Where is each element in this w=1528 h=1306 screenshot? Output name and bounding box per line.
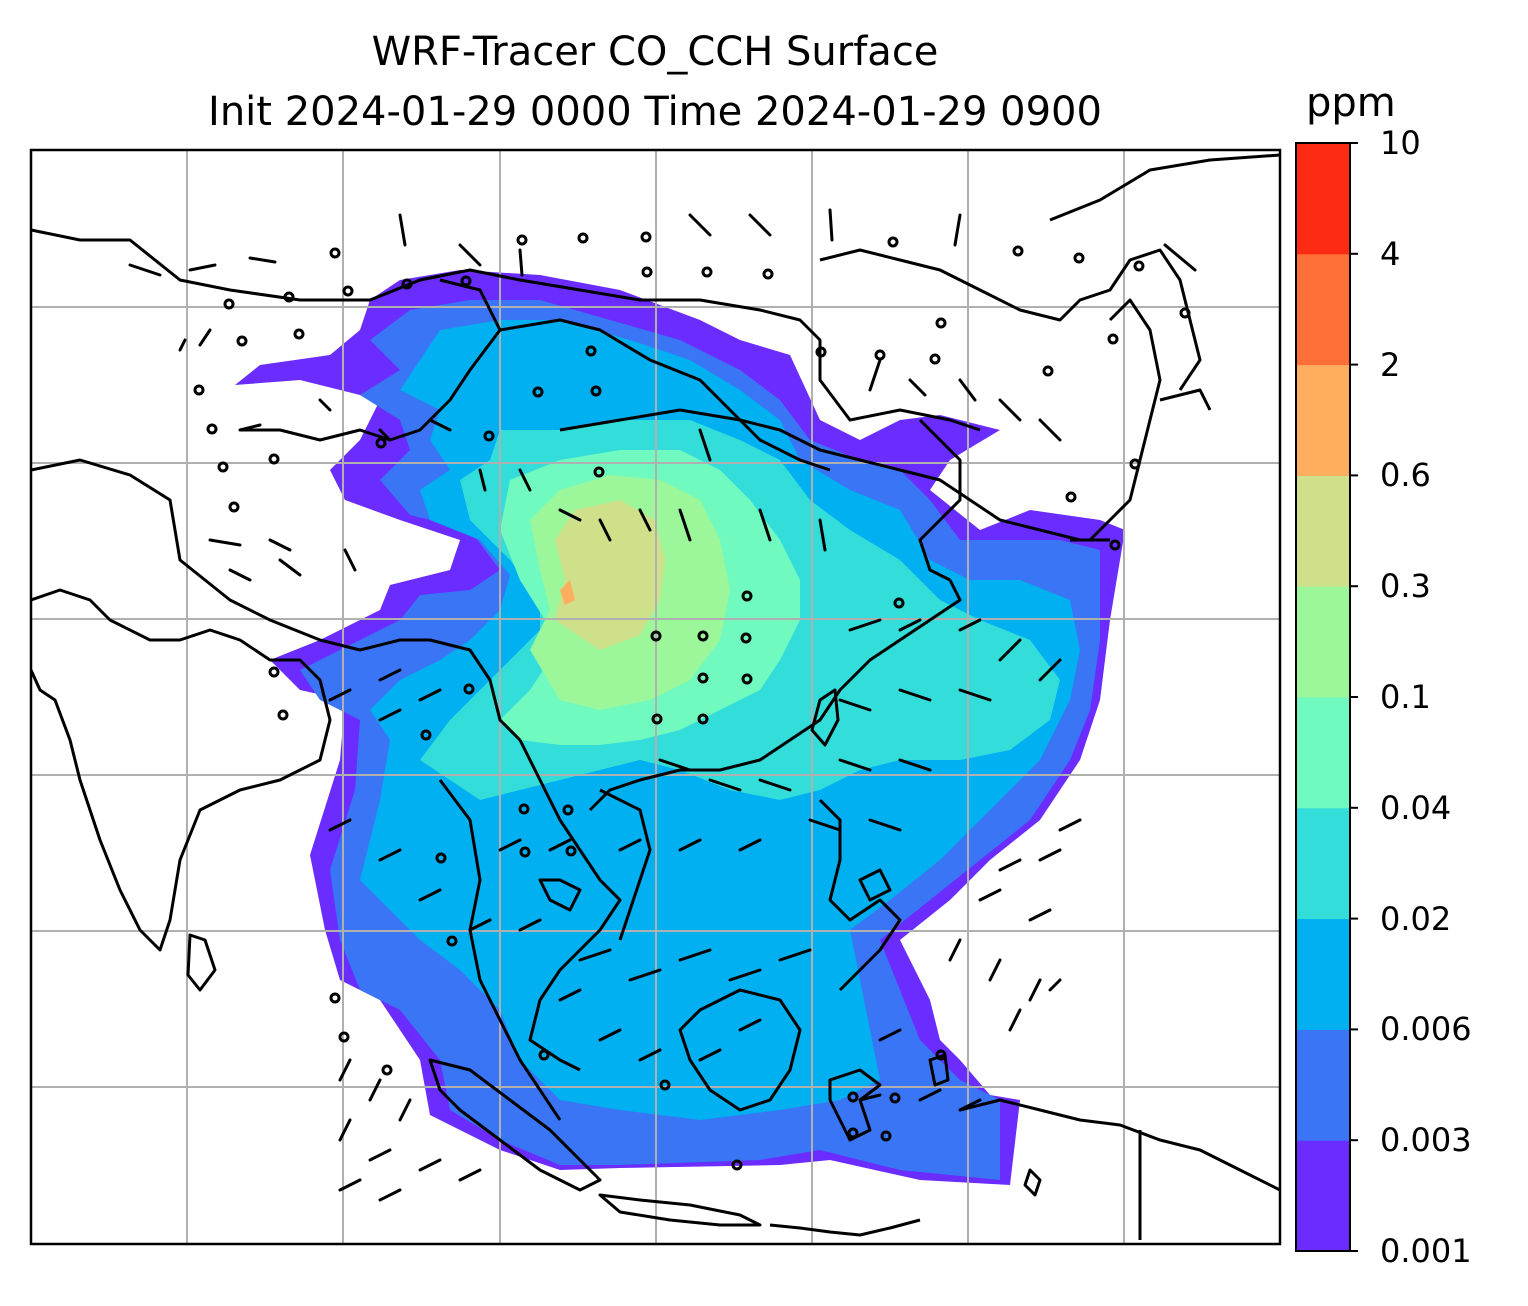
colorbar-segment <box>1296 143 1350 255</box>
colorbar-tick-label: 10 <box>1380 124 1421 162</box>
colorbar <box>1295 142 1358 1252</box>
colorbar-unit-label: ppm <box>1306 80 1396 126</box>
colorbar-segment <box>1296 697 1350 809</box>
plot-frame <box>29 148 1282 1246</box>
calm-wind-markers <box>193 231 1191 1171</box>
map-title: WRF-Tracer CO_CCH Surface <box>371 29 939 75</box>
concentration-field <box>235 270 1125 1185</box>
colorbar-segment <box>1296 1029 1350 1141</box>
colorbar-tick-label: 0.006 <box>1380 1010 1472 1049</box>
map-plot-area <box>31 150 1280 1244</box>
colorbar-segment <box>1296 253 1350 366</box>
colorbar-tick-label: 0.3 <box>1380 567 1431 606</box>
colorbar-segment <box>1296 364 1350 476</box>
colorbar-tick-label: 4 <box>1380 234 1401 273</box>
colorbar-tick-label: 0.6 <box>1380 456 1431 495</box>
map-subtitle: Init 2024-01-29 0000 Time 2024-01-29 090… <box>208 89 1102 135</box>
colorbar-tick-label: 0.1 <box>1380 678 1431 716</box>
colorbar-tick-label: 0.02 <box>1380 899 1452 938</box>
colorbar-tick-label: 2 <box>1380 345 1401 384</box>
colorbar-tick-label: 0.04 <box>1380 788 1452 827</box>
colorbar-tick-label: 0.001 <box>1380 1232 1472 1270</box>
colorbar-segment <box>1296 1140 1350 1252</box>
colorbar-tick-label: 0.003 <box>1380 1121 1472 1160</box>
coastlines <box>31 153 1280 1240</box>
colorbar-segment <box>1296 475 1350 587</box>
colorbar-segment <box>1296 586 1350 698</box>
colorbar-segment <box>1296 807 1350 920</box>
wind-barbs <box>128 208 1197 1202</box>
colorbar-segment <box>1296 918 1350 1030</box>
